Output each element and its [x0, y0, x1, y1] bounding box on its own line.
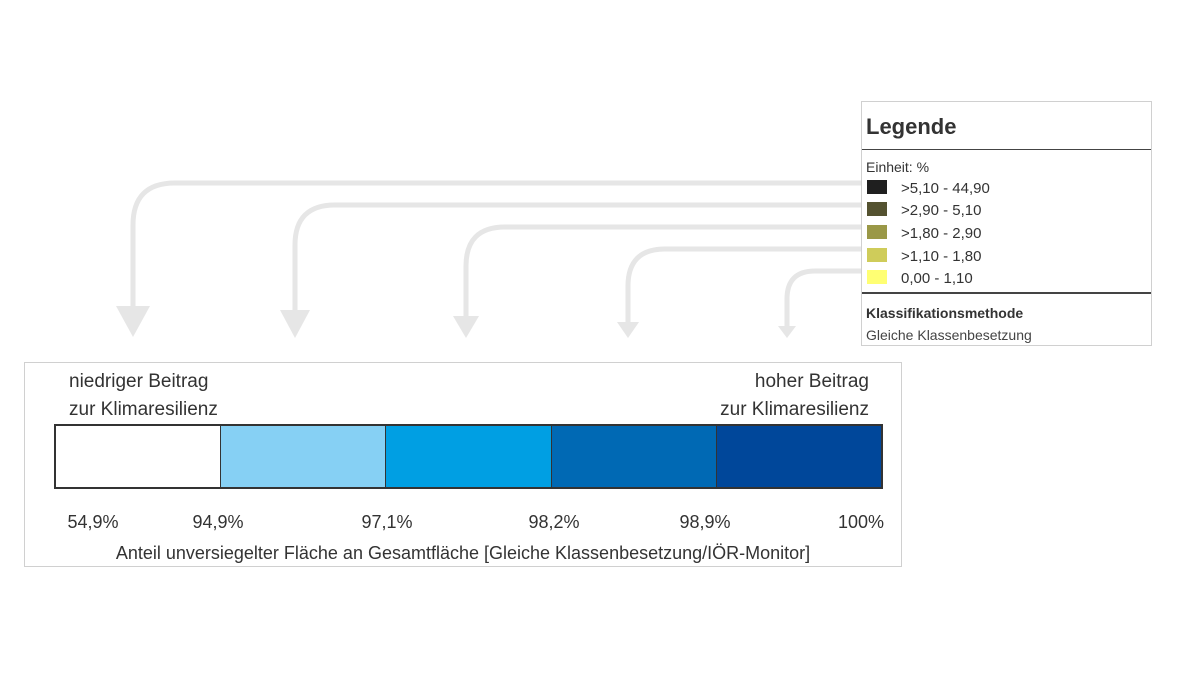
- legend-method: Gleiche Klassenbesetzung: [866, 327, 1032, 343]
- legend-divider: [862, 292, 1151, 294]
- scale-segment: [221, 426, 387, 487]
- scale-tick-label: 100%: [837, 512, 885, 532]
- scale-caption: Anteil unversiegelter Fläche an Gesamtfl…: [115, 543, 811, 563]
- legend-item: 0,00 - 1,10: [867, 269, 1147, 287]
- legend-item: >1,10 - 1,80: [867, 247, 1147, 265]
- connector-arrow-3: [463, 224, 862, 318]
- legend-swatch: [867, 270, 887, 284]
- legend-item-label: >1,80 - 2,90: [901, 225, 982, 242]
- scale-panel: niedriger Beitrag zur Klimaresilienz hoh…: [24, 362, 902, 567]
- high-label-line2: zur Klimaresilienz: [720, 399, 869, 420]
- legend-item-label: >5,10 - 44,90: [901, 180, 990, 197]
- legend-item-label: >1,10 - 1,80: [901, 248, 982, 265]
- connector-arrowhead-1: [116, 306, 150, 337]
- scale-tick-label: 98,9%: [679, 512, 731, 532]
- connector-arrowhead-3: [453, 316, 479, 338]
- scale-segment: [716, 426, 882, 487]
- scale-tick-label: 94,9%: [192, 512, 244, 532]
- legend-method-title: Klassifikationsmethode: [866, 305, 1024, 321]
- color-scale-bar: [54, 424, 883, 489]
- connector-arrowhead-4: [617, 322, 639, 338]
- low-label-line1: niedriger Beitrag: [69, 371, 209, 392]
- connector-arrowhead-5: [778, 326, 796, 338]
- legend-item-label: >2,90 - 5,10: [901, 202, 982, 219]
- connector-arrow-2: [292, 202, 862, 312]
- connector-arrowhead-2: [280, 310, 310, 338]
- high-label-line1: hoher Beitrag: [754, 371, 869, 392]
- scale-tick-label: 97,1%: [361, 512, 413, 532]
- low-label-line2: zur Klimaresilienz: [69, 399, 218, 420]
- scale-segment: [551, 426, 717, 487]
- legend-swatch: [867, 180, 887, 194]
- legend-title: Legende: [866, 114, 957, 139]
- legend-item: >2,90 - 5,10: [867, 201, 1147, 219]
- connector-arrow-1: [130, 180, 862, 308]
- legend-box: Legende Einheit: % >5,10 - 44,90 >2,90 -…: [861, 101, 1152, 346]
- legend-divider: [862, 149, 1151, 150]
- connector-arrow-5: [784, 268, 862, 328]
- legend-swatch: [867, 225, 887, 239]
- connector-arrow-4: [625, 246, 862, 324]
- scale-tick-label: 54,9%: [67, 512, 119, 532]
- legend-item-label: 0,00 - 1,10: [901, 270, 973, 287]
- scale-segment: [386, 426, 552, 487]
- legend-swatch: [867, 248, 887, 262]
- scale-segment: [56, 426, 222, 487]
- scale-tick-label: 98,2%: [528, 512, 580, 532]
- low-contribution-label: niedriger Beitrag zur Klimaresilienz: [69, 368, 218, 424]
- legend-swatch: [867, 202, 887, 216]
- high-contribution-label: hoher Beitrag zur Klimaresilienz: [720, 368, 869, 424]
- legend-unit: Einheit: %: [866, 159, 930, 175]
- legend-item: >1,80 - 2,90: [867, 224, 1147, 242]
- legend-item: >5,10 - 44,90: [867, 179, 1147, 197]
